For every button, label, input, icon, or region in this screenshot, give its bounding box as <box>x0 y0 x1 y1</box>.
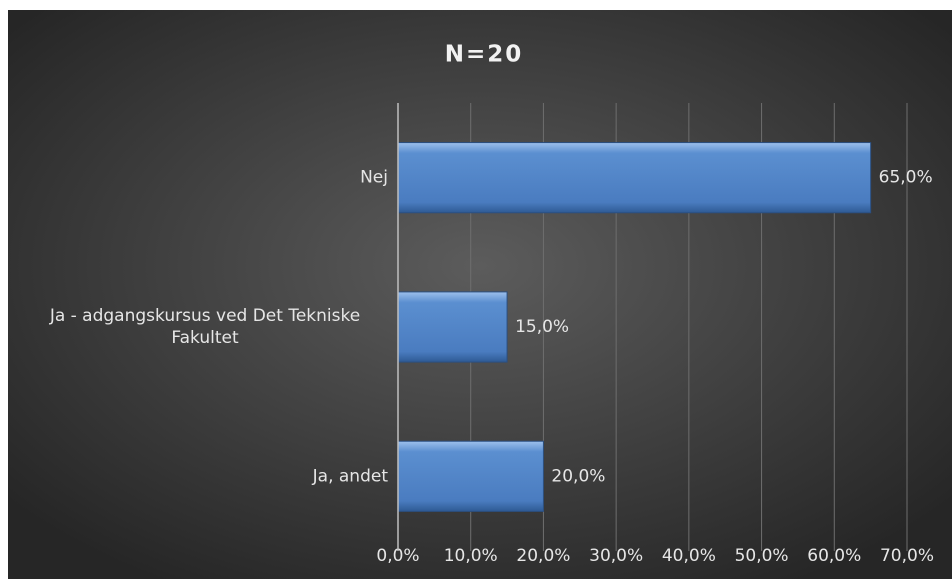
chart-title: N=20 <box>445 42 524 68</box>
value-label: 15,0% <box>515 317 569 337</box>
value-label: 20,0% <box>551 466 605 486</box>
x-tick-label: 40,0% <box>662 546 716 566</box>
x-tick-label: 10,0% <box>444 546 498 566</box>
bar <box>397 142 872 214</box>
x-tick-label: 70,0% <box>880 546 934 566</box>
bar <box>397 440 544 512</box>
value-label: 65,0% <box>879 168 933 188</box>
x-tick-label: 0,0% <box>376 546 419 566</box>
x-tick-label: 20,0% <box>516 546 570 566</box>
y-tick-label: Nej <box>360 168 388 188</box>
x-tick-label: 50,0% <box>735 546 789 566</box>
y-tick-label: Ja, andet <box>312 466 389 486</box>
x-tick-label: 30,0% <box>589 546 643 566</box>
x-tick-label: 60,0% <box>807 546 861 566</box>
y-tick-label: Ja - adgangskursus ved Det Tekniske Fakul… <box>49 306 360 348</box>
bar <box>397 291 508 363</box>
